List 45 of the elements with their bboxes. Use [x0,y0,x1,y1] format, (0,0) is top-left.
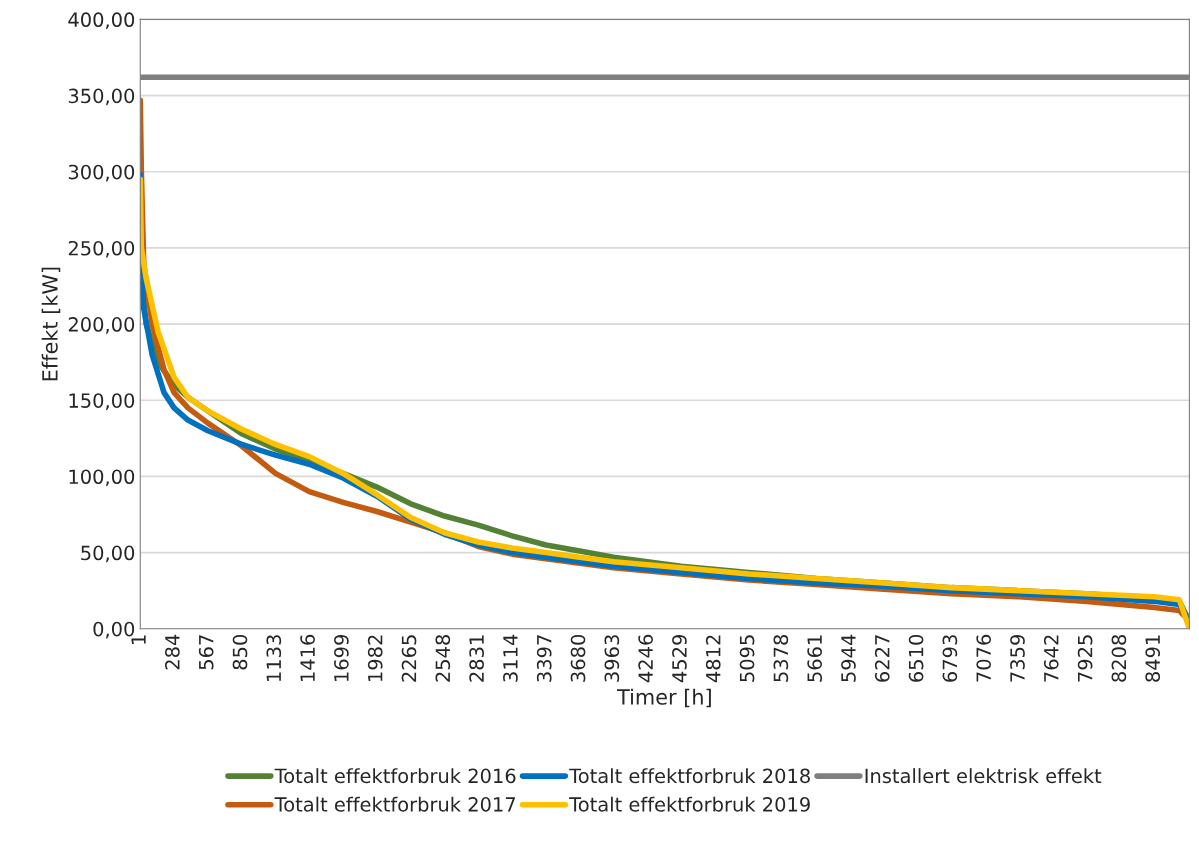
x-tick-label: 1416 [300,634,315,681]
x-tick-label: 7076 [976,634,992,682]
x-tick-label: 5944 [841,634,856,682]
y-tick-label: 250,00 [68,240,135,258]
x-tick-label: 8491 [1145,635,1161,682]
x-tick-label: 2548 [435,634,451,682]
legend-label: Totalt effektforbruk 2016 [274,768,516,784]
x-tick-label: 850 [232,634,248,670]
x-tick-label: 5095 [739,635,755,682]
x-tick-label: 1133 [266,635,282,681]
x-tick-label: 6793 [942,635,958,682]
y-tick-label: 50,00 [81,545,135,563]
x-tick-label: 7925 [1077,635,1093,682]
x-tick-label: 4812 [705,635,721,683]
x-tick-label: 6227 [874,635,890,682]
legend-label: Totalt effektforbruk 2018 [569,768,810,784]
x-tick-label: 567 [198,635,214,670]
legend-label: Totalt effektforbruk 2019 [569,796,810,812]
x-tick-label: 3397 [536,635,552,682]
x-tick-label: 3114 [503,634,518,682]
x-tick-label: 284 [165,634,180,670]
x-tick-label: 7642 [1043,635,1059,682]
x-tick-label: 6510 [908,634,924,682]
y-tick-label: 350,00 [68,88,135,106]
legend-label: Totalt effektforbruk 2017 [274,796,516,812]
y-tick-label: 100,00 [69,469,135,487]
x-tick-label: 3963 [604,635,620,682]
y-tick-label: 400,00 [68,12,135,30]
legend-label: Installert elektrisk effekt [865,768,1102,784]
y-tick-label: 150,00 [69,393,135,410]
x-tick-label: 4246 [638,634,653,683]
x-tick-label: 1699 [334,635,349,681]
x-tick-label: 8208 [1111,634,1127,682]
x-tick-label: 1982 [367,635,383,681]
y-tick-label: 300,00 [68,164,135,182]
x-tick-label: 7359 [1010,635,1025,682]
x-tick-label: 5378 [773,634,789,682]
x-tick-label: 5661 [807,635,823,682]
y-axis-title: Effekt [kW] [41,267,61,381]
x-tick-label: 2831 [469,635,484,682]
x-tick-label: 4529 [672,635,687,683]
x-axis-title: Timer [h] [616,688,711,708]
x-tick-label: 3680 [570,634,586,682]
x-tick-label: 2265 [401,635,417,682]
y-tick-label: 200,00 [68,317,135,334]
